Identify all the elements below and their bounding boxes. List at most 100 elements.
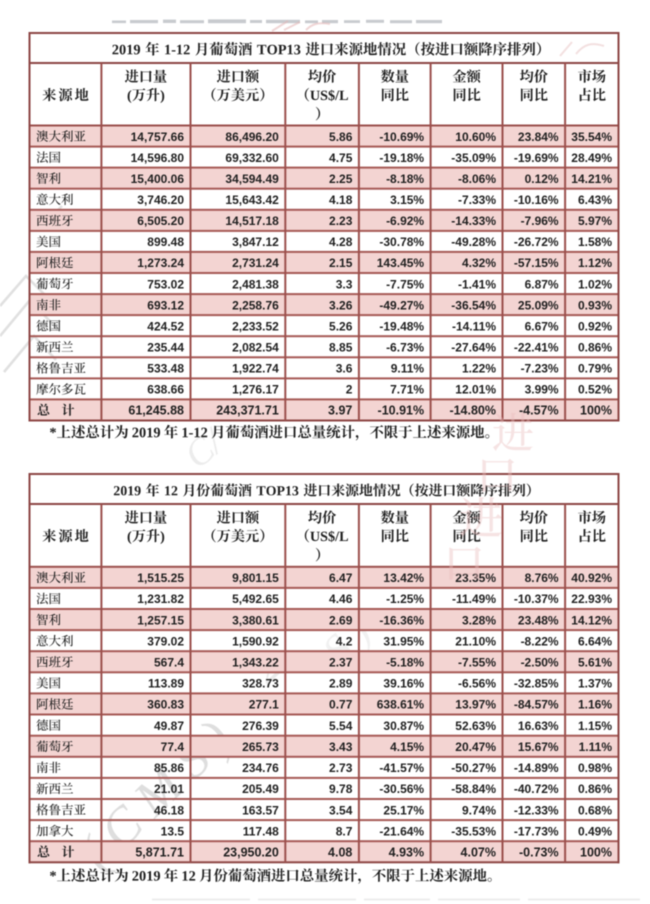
svg-text:6.67%: 6.67%	[525, 319, 559, 333]
svg-text:-19.69%: -19.69%	[514, 151, 559, 165]
svg-text:2: 2	[346, 383, 353, 397]
svg-text:2.69: 2.69	[329, 613, 353, 627]
svg-text:-6.92%: -6.92%	[386, 214, 424, 228]
svg-text:86,496.20: 86,496.20	[225, 130, 279, 144]
svg-text:-1.41%: -1.41%	[458, 277, 496, 291]
svg-text:15,400.06: 15,400.06	[131, 172, 185, 186]
svg-text:40.92%: 40.92%	[571, 571, 612, 585]
svg-text:117.48: 117.48	[243, 824, 279, 838]
svg-text:31.95%: 31.95%	[383, 634, 424, 648]
svg-text:-35.09%: -35.09%	[451, 151, 496, 165]
svg-text:1,922.74: 1,922.74	[232, 362, 279, 376]
svg-text:3.28%: 3.28%	[462, 613, 496, 627]
svg-text:205.49: 205.49	[242, 782, 279, 796]
svg-text:2,731.24: 2,731.24	[232, 256, 279, 270]
svg-text:85.86: 85.86	[154, 761, 184, 775]
svg-text:7.71%: 7.71%	[390, 383, 424, 397]
svg-text:0.68%: 0.68%	[578, 803, 612, 817]
svg-text:30.87%: 30.87%	[383, 719, 424, 733]
svg-text:69,332.60: 69,332.60	[225, 151, 279, 165]
svg-text:1.37%: 1.37%	[578, 677, 612, 691]
svg-text:-10.37%: -10.37%	[514, 592, 559, 606]
svg-text:3,746.20: 3,746.20	[137, 193, 184, 207]
svg-text:6.64%: 6.64%	[578, 634, 612, 648]
svg-text:12.01%: 12.01%	[455, 383, 496, 397]
svg-text:25.17%: 25.17%	[383, 803, 424, 817]
svg-text:1,590.92: 1,590.92	[232, 634, 279, 648]
svg-text:899.48: 899.48	[147, 235, 184, 249]
svg-text:9,801.15: 9,801.15	[232, 571, 279, 585]
svg-text:243,371.71: 243,371.71	[216, 404, 279, 418]
svg-text:13.42%: 13.42%	[383, 571, 424, 585]
svg-text:-21.64%: -21.64%	[379, 824, 424, 838]
svg-text:-8.22%: -8.22%	[521, 634, 559, 648]
svg-text:14.12%: 14.12%	[571, 613, 612, 627]
svg-text:0.79%: 0.79%	[578, 362, 612, 376]
svg-text:-30.78%: -30.78%	[379, 235, 424, 249]
svg-text:0.92%: 0.92%	[578, 319, 612, 333]
svg-text:2,082.54: 2,082.54	[232, 341, 279, 355]
svg-text:0.98%: 0.98%	[578, 761, 612, 775]
svg-text:4.08: 4.08	[328, 846, 352, 860]
svg-text:-14.33%: -14.33%	[451, 214, 496, 228]
svg-text:-10.91%: -10.91%	[378, 404, 425, 418]
svg-text:15.67%: 15.67%	[518, 740, 559, 754]
svg-text:0.93%: 0.93%	[578, 298, 612, 312]
svg-text:1.22%: 1.22%	[462, 362, 496, 376]
svg-text:4.46: 4.46	[329, 592, 353, 606]
svg-text:-49.28%: -49.28%	[451, 235, 496, 249]
svg-text:8.85: 8.85	[329, 341, 353, 355]
svg-text:14,596.80: 14,596.80	[131, 151, 185, 165]
svg-text:25.09%: 25.09%	[518, 298, 559, 312]
svg-text:-4.57%: -4.57%	[519, 404, 559, 418]
svg-text:1.58%: 1.58%	[578, 235, 612, 249]
svg-text:-0.73%: -0.73%	[519, 846, 559, 860]
svg-text:4.07%: 4.07%	[461, 846, 496, 860]
svg-text:4.15%: 4.15%	[390, 740, 424, 754]
svg-text:-16.36%: -16.36%	[379, 613, 424, 627]
svg-text:3.97: 3.97	[328, 404, 352, 418]
svg-text:1,257.15: 1,257.15	[137, 613, 184, 627]
svg-text:-6.73%: -6.73%	[386, 341, 424, 355]
svg-text:-36.54%: -36.54%	[451, 298, 496, 312]
svg-text:2.23: 2.23	[329, 214, 353, 228]
svg-text:23,950.20: 23,950.20	[223, 846, 279, 860]
svg-text:-35.53%: -35.53%	[451, 824, 496, 838]
svg-text:6.87%: 6.87%	[525, 277, 559, 291]
svg-text:276.39: 276.39	[242, 719, 279, 733]
svg-text:1,276.17: 1,276.17	[232, 383, 279, 397]
svg-text:-22.41%: -22.41%	[514, 341, 559, 355]
svg-text:4.93%: 4.93%	[389, 846, 424, 860]
svg-text:49.87: 49.87	[154, 719, 184, 733]
svg-text:-10.16%: -10.16%	[514, 193, 559, 207]
svg-text:100%: 100%	[580, 404, 612, 418]
svg-text:-7.33%: -7.33%	[458, 193, 496, 207]
svg-text:1.11%: 1.11%	[579, 740, 613, 754]
svg-text:693.12: 693.12	[147, 298, 184, 312]
svg-text:567.4: 567.4	[154, 656, 184, 670]
svg-text:9.11%: 9.11%	[391, 362, 425, 376]
svg-text:0.86%: 0.86%	[578, 341, 612, 355]
svg-text:15,643.42: 15,643.42	[225, 193, 279, 207]
svg-text:-7.55%: -7.55%	[458, 656, 496, 670]
svg-text:3.6: 3.6	[336, 362, 353, 376]
svg-text:1.16%: 1.16%	[578, 698, 612, 712]
svg-text:-11.49%: -11.49%	[452, 592, 496, 606]
svg-text:-58.84%: -58.84%	[451, 782, 496, 796]
svg-text:360.83: 360.83	[147, 698, 184, 712]
svg-text:0.12%: 0.12%	[525, 172, 559, 186]
svg-text:234.76: 234.76	[242, 761, 279, 775]
svg-text:5.97%: 5.97%	[578, 214, 612, 228]
svg-text:-6.56%: -6.56%	[458, 677, 496, 691]
svg-text:-7.23%: -7.23%	[521, 362, 559, 376]
svg-text:-50.27%: -50.27%	[451, 761, 496, 775]
svg-text:-7.75%: -7.75%	[386, 277, 424, 291]
svg-text:3.26: 3.26	[329, 298, 353, 312]
svg-text:265.73: 265.73	[242, 740, 279, 754]
svg-text:277.1: 277.1	[249, 698, 279, 712]
svg-text:13.97%: 13.97%	[455, 698, 496, 712]
svg-text:77.4: 77.4	[161, 740, 185, 754]
svg-text:113.89: 113.89	[148, 677, 184, 691]
svg-text:21.10%: 21.10%	[455, 634, 496, 648]
svg-text:2.73: 2.73	[329, 761, 353, 775]
